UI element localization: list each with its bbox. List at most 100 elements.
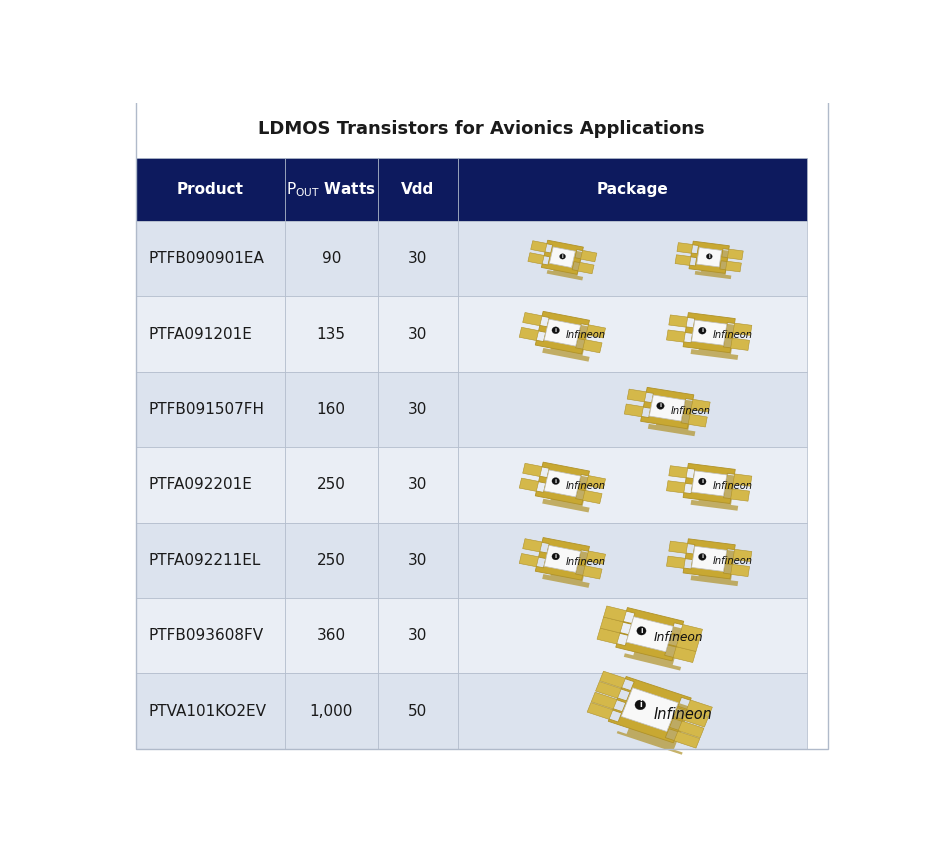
Polygon shape: [544, 319, 581, 346]
Polygon shape: [688, 415, 707, 427]
Polygon shape: [676, 636, 699, 651]
Text: 30: 30: [408, 402, 428, 417]
Text: Infineon: Infineon: [653, 631, 703, 644]
Polygon shape: [531, 241, 547, 252]
Polygon shape: [621, 688, 679, 732]
Polygon shape: [691, 399, 711, 412]
Text: Infineon: Infineon: [670, 406, 711, 415]
Text: i: i: [701, 329, 703, 333]
Polygon shape: [733, 550, 752, 562]
Polygon shape: [596, 681, 621, 698]
FancyBboxPatch shape: [378, 297, 458, 372]
FancyBboxPatch shape: [135, 297, 285, 372]
FancyBboxPatch shape: [285, 297, 378, 372]
Text: 30: 30: [408, 629, 428, 643]
Text: 30: 30: [408, 477, 428, 493]
Polygon shape: [666, 481, 685, 493]
Text: PTFB093608FV: PTFB093608FV: [149, 629, 264, 643]
Text: 1,000: 1,000: [309, 703, 352, 719]
Polygon shape: [519, 554, 539, 567]
FancyBboxPatch shape: [378, 523, 458, 598]
Text: i: i: [709, 254, 710, 259]
Polygon shape: [683, 539, 735, 579]
Text: Infineon: Infineon: [566, 330, 605, 341]
Text: i: i: [701, 479, 703, 484]
Polygon shape: [601, 617, 623, 633]
Text: Infineon: Infineon: [566, 556, 605, 567]
Polygon shape: [636, 627, 646, 635]
Polygon shape: [730, 338, 749, 350]
FancyBboxPatch shape: [378, 158, 458, 221]
Text: Product: Product: [177, 182, 243, 197]
Polygon shape: [588, 703, 613, 719]
FancyBboxPatch shape: [285, 523, 378, 598]
Text: PTFB091507FH: PTFB091507FH: [149, 402, 265, 417]
Polygon shape: [730, 489, 749, 501]
Polygon shape: [535, 538, 589, 580]
Polygon shape: [549, 247, 575, 267]
Polygon shape: [677, 243, 693, 254]
Polygon shape: [683, 464, 735, 503]
Polygon shape: [552, 477, 559, 484]
Polygon shape: [692, 470, 727, 496]
Polygon shape: [528, 253, 544, 264]
Text: 250: 250: [317, 477, 346, 493]
Polygon shape: [542, 319, 596, 362]
Text: 30: 30: [408, 553, 428, 568]
Polygon shape: [552, 553, 559, 560]
FancyBboxPatch shape: [135, 598, 285, 673]
FancyBboxPatch shape: [378, 673, 458, 749]
Text: 30: 30: [408, 251, 428, 267]
FancyBboxPatch shape: [458, 372, 807, 447]
FancyBboxPatch shape: [135, 372, 285, 447]
Polygon shape: [597, 628, 620, 644]
Polygon shape: [680, 624, 702, 641]
Polygon shape: [698, 328, 706, 335]
Text: i: i: [639, 700, 642, 710]
Text: LDMOS Transistors for Avionics Applications: LDMOS Transistors for Avionics Applicati…: [258, 120, 705, 138]
FancyBboxPatch shape: [378, 447, 458, 523]
Polygon shape: [691, 320, 743, 360]
Text: 30: 30: [408, 327, 428, 341]
Polygon shape: [682, 710, 708, 727]
FancyBboxPatch shape: [458, 523, 807, 598]
Polygon shape: [733, 474, 752, 486]
Polygon shape: [583, 566, 602, 579]
Polygon shape: [641, 387, 694, 429]
FancyBboxPatch shape: [458, 673, 807, 749]
Text: i: i: [660, 403, 662, 408]
Polygon shape: [600, 671, 625, 688]
FancyBboxPatch shape: [378, 372, 458, 447]
Text: Infineon: Infineon: [713, 556, 753, 567]
Polygon shape: [624, 404, 644, 417]
Text: PTFA092211EL: PTFA092211EL: [149, 553, 261, 568]
Text: i: i: [701, 555, 703, 559]
Polygon shape: [698, 478, 706, 485]
FancyBboxPatch shape: [458, 297, 807, 372]
Polygon shape: [581, 250, 597, 261]
Polygon shape: [519, 328, 539, 341]
Text: 160: 160: [317, 402, 346, 417]
Polygon shape: [542, 470, 596, 513]
Polygon shape: [726, 261, 742, 272]
Text: Infineon: Infineon: [713, 330, 753, 341]
FancyBboxPatch shape: [458, 598, 807, 673]
Polygon shape: [519, 478, 539, 491]
Polygon shape: [697, 248, 722, 267]
Polygon shape: [678, 721, 704, 738]
FancyBboxPatch shape: [378, 598, 458, 673]
Text: PTFA091201E: PTFA091201E: [149, 327, 253, 341]
Text: i: i: [562, 254, 563, 259]
Polygon shape: [698, 554, 706, 561]
FancyBboxPatch shape: [135, 158, 285, 221]
Text: i: i: [555, 554, 556, 559]
Polygon shape: [544, 545, 581, 573]
Polygon shape: [535, 311, 589, 354]
Polygon shape: [706, 254, 713, 259]
Text: i: i: [640, 628, 643, 634]
Polygon shape: [587, 476, 605, 488]
Polygon shape: [523, 464, 542, 476]
FancyBboxPatch shape: [378, 221, 458, 297]
FancyBboxPatch shape: [285, 372, 378, 447]
Polygon shape: [730, 564, 749, 576]
